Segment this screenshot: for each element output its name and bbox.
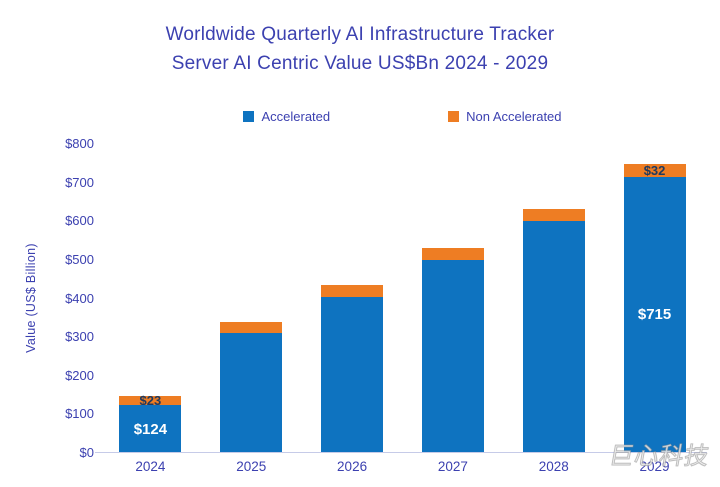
legend-item-non-accelerated: Non Accelerated xyxy=(448,109,562,124)
bar-2029-non-accelerated: $32 xyxy=(623,163,686,179)
bar-2024-accelerated: $124 xyxy=(119,405,182,453)
chart-title-line1: Worldwide Quarterly AI Infrastructure Tr… xyxy=(165,24,555,45)
x-tick-label-2026: 2026 xyxy=(337,459,368,474)
chart-title: Worldwide Quarterly AI Infrastructure Tr… xyxy=(0,20,720,78)
x-axis-line xyxy=(95,452,707,453)
legend-label-non-accelerated: Non Accelerated xyxy=(466,109,562,124)
x-tick-label-2025: 2025 xyxy=(236,459,267,474)
bar-group-2027 xyxy=(402,144,503,453)
bar-2028-accelerated xyxy=(522,221,585,453)
y-tick-label: $800 xyxy=(65,136,94,151)
bar-2024-non-accelerated: $23 xyxy=(119,393,182,409)
bar-value-label: $32 xyxy=(643,163,666,179)
legend: Accelerated Non Accelerated xyxy=(100,109,705,124)
bar-value-label: $124 xyxy=(133,420,168,438)
bar-group-2029: $32 $715 xyxy=(604,144,705,453)
bar-2028-non-accelerated xyxy=(522,208,585,222)
bar-2025-accelerated xyxy=(220,333,283,453)
legend-swatch-non-accelerated xyxy=(448,111,460,122)
bar-value-label: $23 xyxy=(139,393,162,409)
legend-swatch-accelerated xyxy=(243,111,255,122)
x-tick-label-2029: 2029 xyxy=(639,459,670,474)
bar-group-2025 xyxy=(201,144,302,453)
bar-2027-non-accelerated xyxy=(421,248,484,260)
bar-group-2028 xyxy=(503,144,604,453)
x-tick-label-2027: 2027 xyxy=(437,459,468,474)
x-tick-label-2024: 2024 xyxy=(135,459,166,474)
bar-2029-accelerated: $715 xyxy=(623,176,686,453)
bar-value-label: $715 xyxy=(637,306,672,324)
bar-2026-non-accelerated xyxy=(321,285,384,297)
x-tick-label-2028: 2028 xyxy=(538,459,569,474)
bar-2025-non-accelerated xyxy=(220,322,283,334)
bar-2027-accelerated xyxy=(421,259,484,453)
y-tick-label: $700 xyxy=(65,174,94,190)
y-tick-label: $300 xyxy=(65,329,94,345)
y-axis-title: Value (US$ Billion) xyxy=(24,243,38,353)
watermark: 巨心科技 xyxy=(607,443,713,471)
plot-area: $23 $124 $32 $715 xyxy=(100,144,705,453)
bar-group-2026 xyxy=(302,144,403,453)
y-tick-label: $600 xyxy=(65,213,94,229)
x-axis-ticks: 2024 2025 2026 2027 2028 2029 xyxy=(100,459,705,474)
y-tick-label: $400 xyxy=(65,290,94,306)
y-tick-label: $100 xyxy=(65,406,94,422)
bar-2026-accelerated xyxy=(321,296,384,453)
bar-group-2024: $23 $124 xyxy=(100,144,201,453)
chart-title-line2: Server AI Centric Value US$Bn 2024 - 202… xyxy=(171,53,549,74)
y-tick-label: $200 xyxy=(65,367,94,383)
y-tick-label: $0 xyxy=(79,445,94,460)
y-tick-label: $500 xyxy=(65,251,94,267)
legend-label-accelerated: Accelerated xyxy=(261,109,331,124)
legend-item-accelerated: Accelerated xyxy=(243,109,330,124)
